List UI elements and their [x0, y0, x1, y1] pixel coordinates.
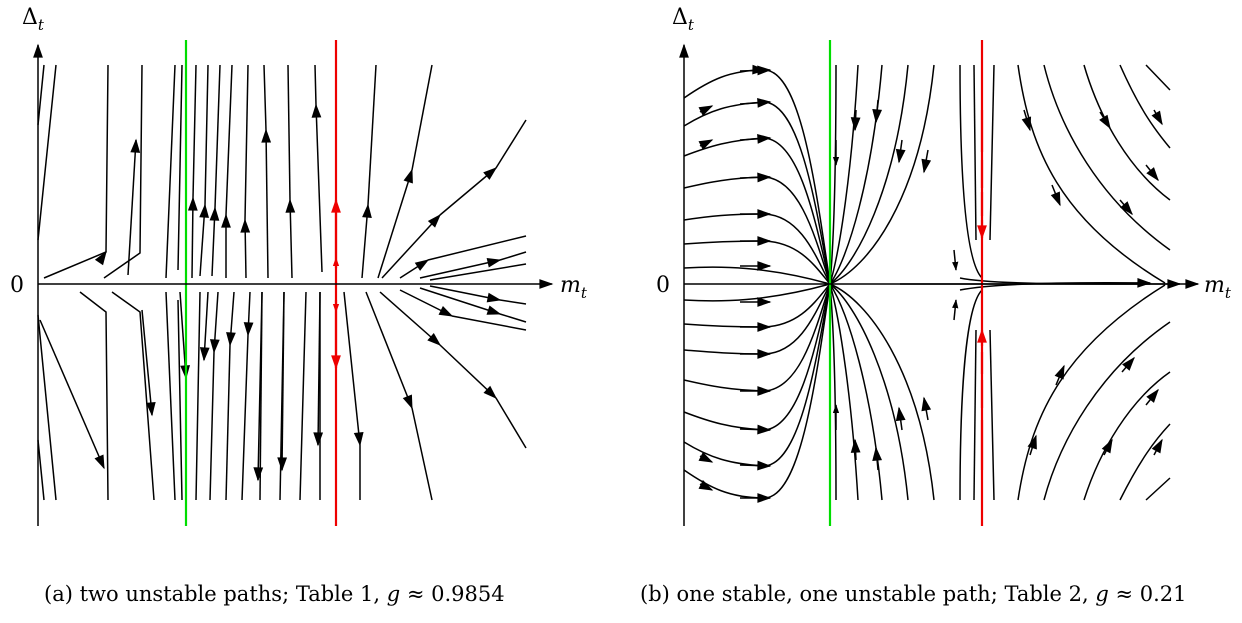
caption-a-var: g	[386, 582, 401, 606]
panel-a-y-axis-label: Δt	[22, 5, 45, 34]
panel-b-zero-label: 0	[656, 273, 670, 298]
panel-b-y-axis-subscript: t	[688, 16, 695, 34]
panel-a: 0 Δt mt	[10, 5, 588, 526]
caption-a: (a) two unstable paths; Table 1, g ≈ 0.9…	[44, 582, 505, 606]
panel-b: 0 Δt mt	[656, 5, 1232, 526]
caption-b-var: g	[1095, 582, 1109, 606]
caption-a-text: (a) two unstable paths; Table 1,	[44, 582, 387, 606]
panel-b-y-axis-symbol: Δ	[672, 5, 688, 30]
panel-a-streamlines	[37, 64, 527, 501]
caption-b-text: (b) one stable, one unstable path; Table…	[640, 582, 1096, 606]
panel-a-y-axis-subscript: t	[38, 16, 45, 34]
panel-b-streamlines	[683, 64, 1182, 503]
panel-b-x-axis-symbol: m	[1204, 273, 1225, 298]
panel-b-x-axis-subscript: t	[1225, 284, 1232, 302]
panel-a-x-axis-symbol: m	[560, 273, 581, 298]
caption-a-rel: ≈ 0.9854	[400, 582, 505, 606]
panel-a-x-axis-label: mt	[560, 273, 588, 302]
panel-b-y-axis-label: Δt	[672, 5, 695, 34]
panel-a-zero-label: 0	[10, 273, 24, 298]
panel-b-x-axis-label: mt	[1204, 273, 1232, 302]
panel-a-x-axis-subscript: t	[581, 284, 588, 302]
panel-a-y-axis-symbol: Δ	[22, 5, 38, 30]
caption-b: (b) one stable, one unstable path; Table…	[640, 582, 1187, 606]
caption-b-rel: ≈ 0.21	[1108, 582, 1187, 606]
